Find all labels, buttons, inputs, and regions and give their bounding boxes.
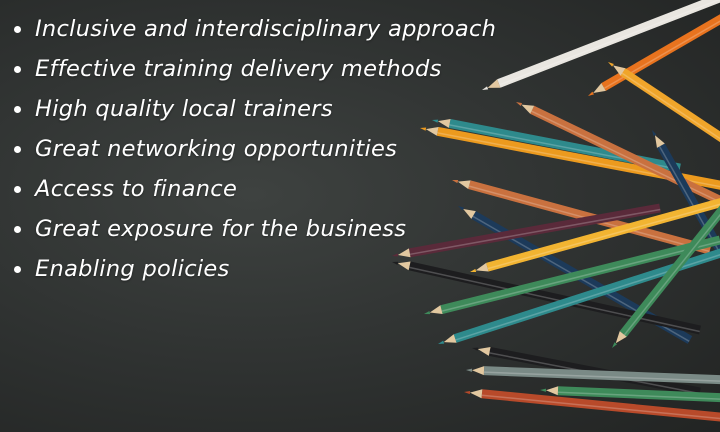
pencil — [482, 0, 720, 90]
bullet-item: Effective training delivery methods — [14, 49, 496, 89]
pencil — [392, 203, 661, 258]
pencil — [608, 62, 720, 143]
pencil — [464, 389, 720, 422]
pencil — [438, 248, 720, 344]
bullet-item: Access to finance — [14, 169, 496, 209]
bullet-item: Great networking opportunities — [14, 129, 496, 169]
pencil — [470, 198, 720, 272]
bullet-item: Inclusive and interdisciplinary approach — [14, 9, 496, 49]
bullet-dot — [14, 105, 21, 113]
bullet-list: Inclusive and interdisciplinary approach… — [14, 9, 496, 289]
bullet-dot — [14, 145, 21, 153]
bullet-text: Great exposure for the business — [35, 216, 407, 242]
bullet-text: Great networking opportunities — [35, 136, 398, 162]
bullet-dot — [14, 65, 21, 73]
bullet-text: Effective training delivery methods — [35, 56, 442, 82]
bullet-item: Enabling policies — [14, 249, 496, 289]
pencil — [466, 366, 720, 385]
bullet-text: Enabling policies — [35, 256, 230, 282]
bullet-text: High quality local trainers — [35, 96, 333, 122]
bullet-item: Great exposure for the business — [14, 209, 496, 249]
pencil — [392, 261, 701, 335]
pencil — [516, 102, 720, 206]
bullet-text: Inclusive and interdisciplinary approach — [35, 16, 497, 42]
bullet-dot — [14, 185, 21, 193]
bullet-dot — [14, 25, 21, 33]
bullet-dot — [14, 265, 21, 273]
pencil — [540, 386, 720, 403]
pencil — [424, 235, 720, 315]
bullet-dot — [14, 225, 21, 233]
bullet-item: High quality local trainers — [14, 89, 496, 129]
pencil — [588, 14, 720, 96]
pencil — [612, 205, 720, 348]
bullet-text: Access to finance — [35, 176, 238, 202]
